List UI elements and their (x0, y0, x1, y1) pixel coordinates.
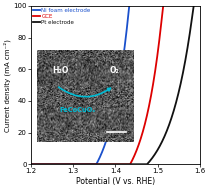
GCE (29, 163, 32, 165)
Ni foam electrode (201, 2, 203, 4)
GCE (164, 2, 167, 4)
Y-axis label: Current density (mA cm⁻²): Current density (mA cm⁻²) (4, 39, 11, 132)
Pt electrode (201, 2, 203, 4)
GCE (113, 163, 115, 165)
Ni foam electrode (196, 2, 198, 4)
GCE (38, 163, 41, 165)
Pt electrode (164, 133, 167, 135)
GCE (196, 2, 198, 4)
Pt electrode (196, 2, 198, 4)
Ni foam electrode (108, 129, 111, 131)
GCE (162, 2, 165, 4)
GCE (196, 2, 198, 4)
Line: Ni foam electrode: Ni foam electrode (31, 3, 202, 164)
Ni foam electrode (29, 163, 32, 165)
Ni foam electrode (113, 110, 115, 113)
Pt electrode (196, 2, 198, 4)
Pt electrode (193, 2, 195, 4)
Ni foam electrode (196, 2, 198, 4)
Pt electrode (38, 163, 41, 165)
X-axis label: Potential (V vs. RHE): Potential (V vs. RHE) (76, 177, 155, 186)
Pt electrode (29, 163, 32, 165)
Pt electrode (113, 163, 115, 165)
Ni foam electrode (128, 2, 131, 4)
Legend: Ni foam electrode, GCE, Pt electrode: Ni foam electrode, GCE, Pt electrode (32, 8, 91, 25)
Ni foam electrode (164, 2, 167, 4)
Ni foam electrode (38, 163, 41, 165)
GCE (108, 163, 111, 165)
Line: GCE: GCE (31, 3, 202, 164)
Pt electrode (108, 163, 111, 165)
GCE (201, 2, 203, 4)
Line: Pt electrode: Pt electrode (31, 3, 202, 164)
